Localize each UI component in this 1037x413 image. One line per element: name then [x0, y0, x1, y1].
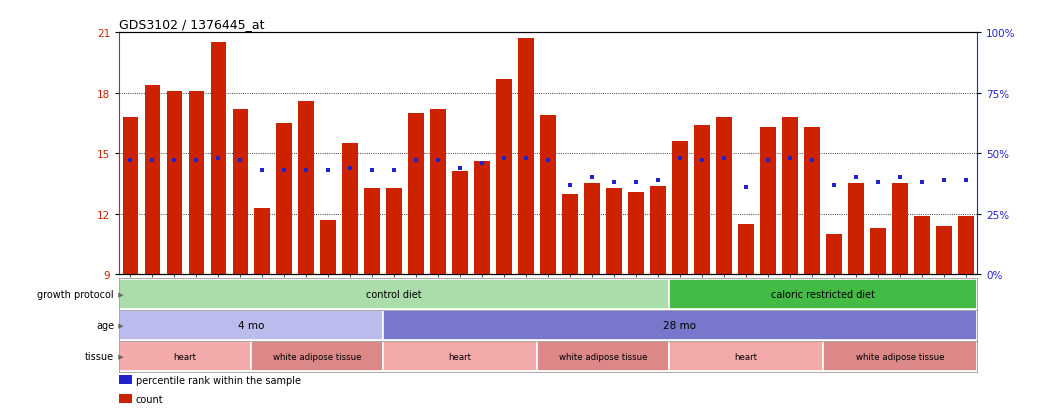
Text: GDS3102 / 1376445_at: GDS3102 / 1376445_at: [119, 17, 264, 31]
Bar: [540, 116, 556, 275]
Text: white adipose tissue: white adipose tissue: [856, 352, 944, 361]
Bar: [826, 235, 842, 275]
Bar: [760, 128, 776, 275]
Bar: [320, 220, 336, 275]
Bar: [251, 341, 383, 371]
Bar: [452, 172, 468, 275]
Bar: [383, 341, 537, 371]
Bar: [497, 79, 512, 275]
Bar: [628, 192, 644, 275]
Text: caloric restricted diet: caloric restricted diet: [770, 289, 875, 299]
Text: age: age: [96, 320, 114, 330]
Bar: [167, 91, 181, 275]
Bar: [364, 188, 380, 275]
Bar: [848, 184, 864, 275]
Bar: [144, 85, 160, 275]
Bar: [119, 311, 383, 340]
Bar: [805, 128, 819, 275]
Bar: [342, 144, 358, 275]
Text: percentile rank within the sample: percentile rank within the sample: [136, 375, 301, 385]
Bar: [122, 118, 138, 275]
Bar: [695, 126, 709, 275]
Bar: [915, 216, 929, 275]
Text: white adipose tissue: white adipose tissue: [559, 352, 647, 361]
Text: heart: heart: [734, 352, 757, 361]
Bar: [892, 184, 907, 275]
Bar: [277, 123, 291, 275]
Text: white adipose tissue: white adipose tissue: [273, 352, 362, 361]
Bar: [232, 109, 248, 275]
Text: 28 mo: 28 mo: [664, 320, 697, 330]
Text: ▶: ▶: [116, 353, 123, 359]
Bar: [299, 102, 314, 275]
Bar: [387, 188, 401, 275]
Text: ▶: ▶: [116, 291, 123, 297]
Bar: [738, 224, 754, 275]
Bar: [782, 118, 797, 275]
Bar: [669, 280, 977, 309]
Text: count: count: [136, 394, 164, 404]
Text: 4 mo: 4 mo: [239, 320, 264, 330]
Bar: [189, 91, 204, 275]
Text: ▶: ▶: [116, 322, 123, 328]
Bar: [537, 341, 669, 371]
Bar: [383, 311, 977, 340]
Bar: [518, 39, 534, 275]
Bar: [430, 109, 446, 275]
Bar: [409, 114, 424, 275]
Bar: [562, 194, 578, 275]
Bar: [584, 184, 599, 275]
Bar: [474, 162, 489, 275]
Bar: [607, 188, 622, 275]
Text: growth protocol: growth protocol: [37, 289, 114, 299]
Bar: [717, 118, 732, 275]
Bar: [823, 341, 977, 371]
Text: tissue: tissue: [85, 351, 114, 361]
Bar: [936, 226, 952, 275]
Bar: [958, 216, 974, 275]
Bar: [870, 228, 886, 275]
Bar: [650, 186, 666, 275]
Bar: [669, 341, 823, 371]
Bar: [119, 280, 669, 309]
Text: control diet: control diet: [366, 289, 422, 299]
Bar: [119, 341, 251, 371]
Bar: [672, 142, 688, 275]
Bar: [254, 208, 270, 275]
Text: heart: heart: [449, 352, 472, 361]
Text: heart: heart: [174, 352, 197, 361]
Bar: [211, 43, 226, 275]
